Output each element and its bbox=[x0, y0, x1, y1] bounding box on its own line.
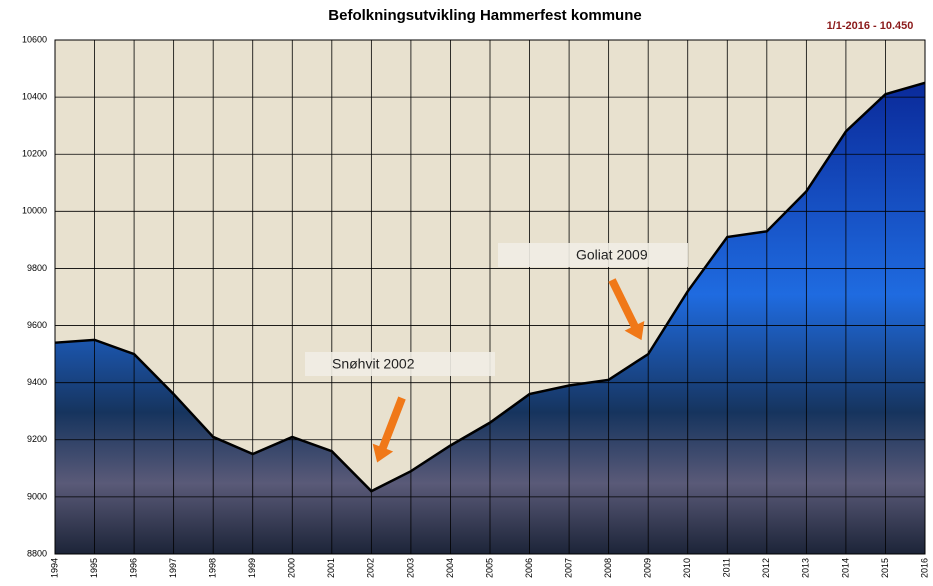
y-tick-label: 9200 bbox=[27, 434, 47, 444]
x-tick-label: 2007 bbox=[563, 558, 573, 578]
x-tick-label: 2006 bbox=[524, 558, 534, 578]
y-tick-label: 10200 bbox=[22, 149, 47, 159]
x-tick-label: 2001 bbox=[326, 558, 336, 578]
x-tick-label: 2011 bbox=[722, 558, 732, 577]
x-tick-label: 2015 bbox=[880, 558, 890, 578]
x-tick-label: 2008 bbox=[603, 558, 613, 578]
chart: Befolkningsutvikling Hammerfest kommune … bbox=[0, 0, 933, 586]
x-tick-label: 2005 bbox=[484, 558, 494, 578]
x-tick-label: 2014 bbox=[840, 558, 850, 578]
y-tick-label: 10400 bbox=[22, 91, 47, 101]
y-tick-label: 9400 bbox=[27, 377, 47, 387]
x-tick-label: 2009 bbox=[643, 558, 653, 578]
x-tick-label: 1995 bbox=[89, 558, 99, 578]
annotation: Goliat 2009 bbox=[576, 247, 648, 263]
y-tick-label: 9600 bbox=[27, 320, 47, 330]
annotation: Snøhvit 2002 bbox=[332, 356, 415, 372]
x-tick-label: 1999 bbox=[247, 558, 257, 578]
y-tick-label: 8800 bbox=[27, 548, 47, 558]
y-tick-label: 10000 bbox=[22, 206, 47, 216]
x-tick-label: 2013 bbox=[801, 558, 811, 578]
chart-subtitle: 1/1-2016 - 10.450 bbox=[827, 20, 914, 32]
x-tick-label: 2016 bbox=[919, 558, 929, 578]
x-tick-label: 2010 bbox=[682, 558, 692, 578]
x-tick-label: 1996 bbox=[128, 558, 138, 578]
x-tick-label: 1997 bbox=[168, 558, 178, 578]
x-tick-label: 2003 bbox=[405, 558, 415, 578]
plot-area bbox=[55, 40, 925, 554]
x-tick-label: 2002 bbox=[366, 558, 376, 578]
chart-title: Befolkningsutvikling Hammerfest kommune bbox=[328, 7, 641, 24]
x-tick-label: 2000 bbox=[287, 558, 297, 578]
y-tick-label: 10600 bbox=[22, 34, 47, 44]
x-tick-label: 1994 bbox=[49, 558, 59, 578]
x-tick-label: 1998 bbox=[208, 558, 218, 578]
y-tick-label: 9800 bbox=[27, 263, 47, 273]
x-tick-label: 2012 bbox=[761, 558, 771, 578]
x-tick-label: 2004 bbox=[445, 558, 455, 578]
y-tick-label: 9000 bbox=[27, 491, 47, 501]
